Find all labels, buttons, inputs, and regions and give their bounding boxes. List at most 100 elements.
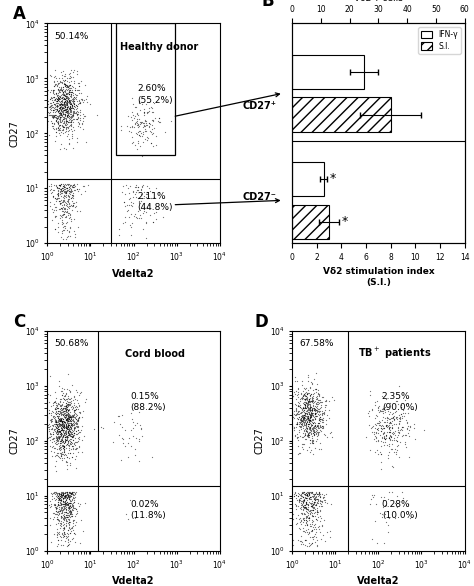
Point (66, 209, 74, 219)
Point (56, 120, 64, 130)
Point (60, 87, 67, 97)
Point (53, 415, 60, 425)
Text: 0.28%
(10.0%): 0.28% (10.0%) (382, 500, 418, 520)
Point (66, 80, 74, 90)
Point (58, 425, 66, 434)
Point (48, 189, 55, 198)
Point (399, 406, 407, 415)
Point (58, 507, 65, 517)
Point (64, 203, 72, 212)
Point (58, 400, 66, 410)
Point (52, 101, 59, 110)
Point (55, 432, 63, 441)
Point (135, 96, 143, 105)
Point (60, 94, 68, 104)
Point (61, 186, 68, 195)
Point (310, 495, 318, 504)
Point (57, 415, 64, 424)
Point (75, 390, 83, 400)
Point (125, 194, 133, 203)
Point (127, 221, 134, 230)
Point (392, 513, 399, 522)
Point (62, 234, 70, 243)
Point (65, 138, 73, 148)
Point (299, 390, 307, 400)
Point (44, 410, 51, 419)
Point (135, 196, 143, 206)
Point (300, 403, 307, 412)
Point (309, 523, 317, 532)
Point (68, 441, 75, 451)
Point (68, 512, 76, 521)
Point (305, 397, 313, 407)
Point (65, 503, 73, 512)
Point (57, 184, 64, 193)
Point (304, 398, 312, 408)
Point (58, 90, 65, 99)
Point (54, 90, 61, 100)
Point (306, 415, 313, 424)
Point (57, 492, 64, 502)
Point (300, 502, 308, 512)
Point (58, 219, 65, 229)
Point (72, 504, 80, 513)
Point (308, 502, 316, 511)
Point (63, 103, 71, 112)
Point (63, 493, 71, 503)
Point (65, 414, 73, 423)
Point (309, 393, 317, 403)
Point (65, 226, 73, 236)
Point (297, 420, 305, 429)
Point (57, 491, 64, 500)
Point (61, 70, 69, 79)
Point (66, 98, 73, 107)
Point (389, 423, 396, 432)
Point (53, 102, 60, 111)
Point (306, 403, 314, 412)
Point (52, 420, 60, 429)
Point (57, 188, 64, 197)
Point (66, 415, 74, 425)
Point (66, 491, 73, 500)
Point (52, 193, 59, 203)
Point (49, 121, 56, 131)
Point (57, 420, 64, 429)
Point (67, 435, 75, 444)
Point (65, 204, 73, 213)
Point (70, 498, 77, 507)
Point (305, 529, 313, 538)
Point (313, 411, 321, 421)
Point (66, 435, 74, 444)
Point (308, 420, 315, 429)
Point (300, 496, 307, 506)
Point (63, 125, 70, 134)
Point (53, 77, 61, 86)
Point (306, 505, 314, 515)
Point (60, 110, 67, 119)
Point (61, 192, 69, 201)
Point (305, 419, 313, 428)
Point (62, 93, 70, 103)
Point (52, 80, 59, 90)
Point (53, 117, 60, 126)
Point (63, 399, 70, 408)
Point (292, 409, 300, 418)
Point (53, 114, 60, 123)
Point (44, 86, 51, 96)
Point (69, 180, 77, 190)
Point (119, 219, 127, 228)
Point (44, 422, 52, 431)
Point (65, 200, 73, 209)
Point (57, 185, 64, 194)
Point (310, 431, 318, 440)
Point (295, 515, 302, 524)
Point (319, 421, 326, 431)
Point (59, 105, 66, 114)
Point (306, 423, 314, 432)
Point (377, 423, 385, 432)
Point (57, 499, 64, 509)
Point (300, 391, 307, 401)
Point (55, 376, 63, 386)
Point (63, 95, 70, 104)
Point (67, 200, 75, 209)
